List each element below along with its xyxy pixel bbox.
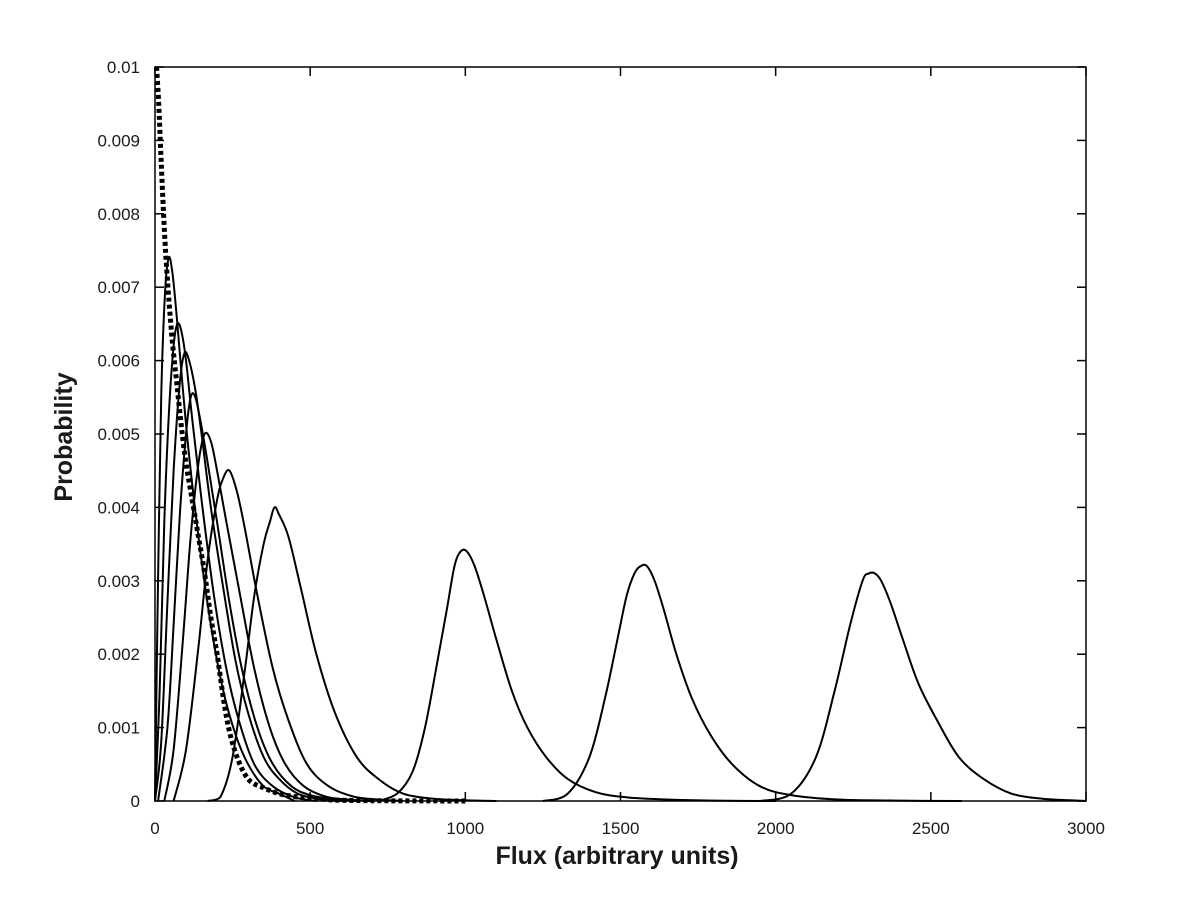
series-line-8 bbox=[378, 548, 776, 802]
y-tick-label: 0.005 bbox=[97, 425, 140, 444]
y-tick-label: 0.004 bbox=[97, 498, 140, 517]
ticks bbox=[154, 66, 1087, 802]
series-line-7 bbox=[207, 506, 497, 802]
plot-frame bbox=[154, 66, 1087, 802]
y-tick-label: 0.001 bbox=[97, 719, 140, 738]
x-axis-title: Flux (arbitrary units) bbox=[495, 842, 738, 870]
y-tick-label: 0.003 bbox=[97, 572, 140, 591]
series-line-5 bbox=[163, 431, 373, 802]
x-tick-labels: 0 500 1000 1500 2000 2500 3000 bbox=[150, 819, 1105, 838]
x-tick-label: 2000 bbox=[757, 819, 795, 838]
series-line-1 bbox=[154, 256, 296, 802]
x-tick-label: 3000 bbox=[1067, 819, 1105, 838]
y-tick-label: 0.008 bbox=[97, 205, 140, 224]
y-axis-title: Probability bbox=[50, 372, 78, 501]
x-tick-label: 1500 bbox=[602, 819, 640, 838]
series-group bbox=[154, 66, 1087, 804]
y-tick-label: 0.002 bbox=[97, 645, 140, 664]
y-tick-labels: 0 0.001 0.002 0.003 0.004 0.005 0.006 0.007 0.00… bbox=[97, 58, 140, 811]
x-tick-label: 2500 bbox=[912, 819, 950, 838]
series-line-6 bbox=[172, 469, 404, 802]
y-tick-label: 0 bbox=[131, 792, 140, 811]
x-tick-label: 1000 bbox=[446, 819, 484, 838]
y-tick-label: 0.01 bbox=[107, 58, 140, 77]
series-line-4 bbox=[157, 392, 357, 802]
x-tick-label: 0 bbox=[150, 819, 159, 838]
y-tick-label: 0.007 bbox=[97, 278, 140, 297]
series-line-10 bbox=[759, 571, 1087, 802]
y-tick-label: 0.009 bbox=[97, 131, 140, 150]
series-line-9 bbox=[542, 563, 962, 802]
series-line-dotted bbox=[154, 66, 466, 804]
y-tick-label: 0.006 bbox=[97, 352, 140, 371]
x-tick-label: 500 bbox=[296, 819, 324, 838]
